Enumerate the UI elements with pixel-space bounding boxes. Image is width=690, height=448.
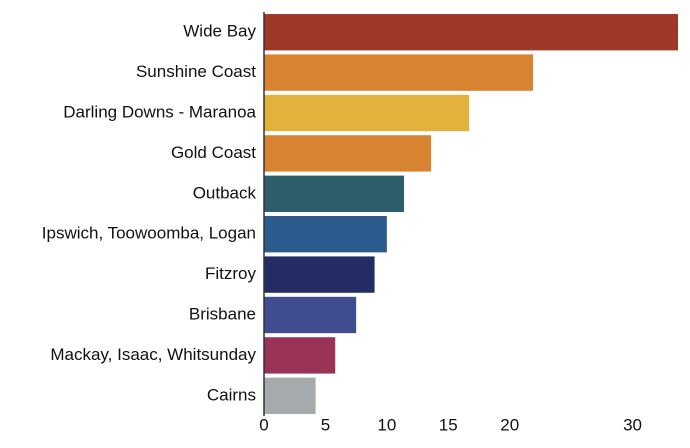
y-tick-label: Fitzroy bbox=[205, 264, 257, 283]
x-tick-label: 5 bbox=[321, 415, 330, 434]
y-tick-label: Wide Bay bbox=[183, 22, 256, 41]
x-tick-label: 20 bbox=[500, 415, 519, 434]
y-tick-label: Mackay, Isaac, Whitsunday bbox=[50, 345, 256, 364]
x-tick-label: 30 bbox=[623, 415, 642, 434]
bar bbox=[264, 135, 432, 172]
y-tick-label: Sunshine Coast bbox=[136, 62, 256, 81]
y-tick-label: Cairns bbox=[207, 385, 256, 404]
bar bbox=[264, 94, 470, 132]
bar bbox=[264, 14, 678, 51]
bar bbox=[264, 216, 387, 253]
bar bbox=[264, 256, 375, 293]
bar bbox=[264, 296, 357, 334]
y-tick-label: Darling Downs - Maranoa bbox=[63, 102, 256, 121]
x-tick-label: 15 bbox=[439, 415, 458, 434]
y-tick-label: Brisbane bbox=[189, 304, 256, 323]
bar bbox=[264, 175, 405, 212]
bar bbox=[264, 377, 316, 414]
x-tick-label: 0 bbox=[259, 415, 268, 434]
x-tick-label: 10 bbox=[377, 415, 396, 434]
y-tick-label: Gold Coast bbox=[171, 143, 256, 162]
bar bbox=[264, 337, 336, 374]
y-tick-label: Ipswich, Toowoomba, Logan bbox=[42, 224, 256, 243]
y-tick-label: Outback bbox=[193, 183, 257, 202]
bar bbox=[264, 54, 534, 91]
